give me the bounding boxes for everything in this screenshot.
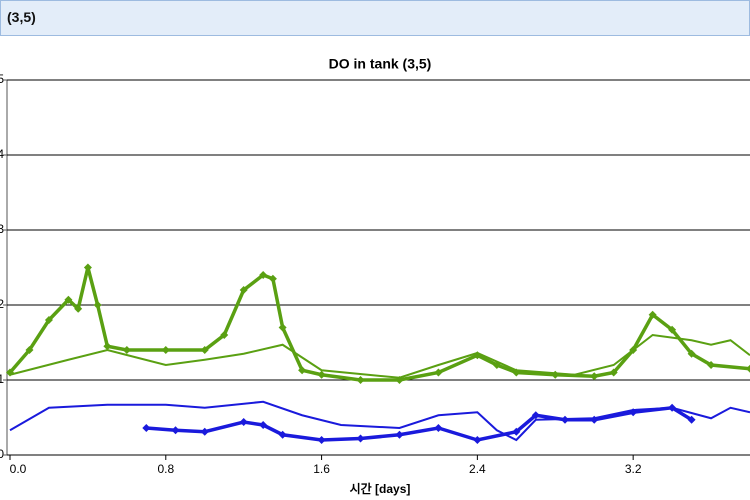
marker xyxy=(259,421,268,429)
series-line xyxy=(9,400,750,442)
marker xyxy=(609,368,618,377)
series-line xyxy=(146,405,693,442)
marker xyxy=(317,370,326,379)
marker xyxy=(512,427,521,436)
marker xyxy=(171,426,180,435)
marker xyxy=(668,325,677,334)
marker xyxy=(629,408,638,417)
marker xyxy=(268,274,277,283)
marker xyxy=(590,372,599,381)
x-tick-label: 3.2 xyxy=(625,462,642,476)
marker xyxy=(122,346,131,354)
marker xyxy=(74,304,83,313)
marker xyxy=(434,368,443,377)
marker xyxy=(648,310,657,319)
marker xyxy=(473,436,482,444)
marker xyxy=(200,427,209,436)
marker xyxy=(161,346,170,354)
x-tick-label: 2.4 xyxy=(469,462,486,476)
window-header: (3,5) xyxy=(0,0,750,36)
marker xyxy=(220,331,229,339)
chart: DO in tank (3,5) 시간 [days] 0 1 2 3 4 5 0.0 0.8 1… xyxy=(0,56,750,496)
marker xyxy=(531,411,540,420)
marker xyxy=(83,263,92,272)
marker xyxy=(142,424,151,432)
marker xyxy=(64,295,73,304)
y-tick-label: 4 xyxy=(0,147,4,161)
marker xyxy=(668,403,677,412)
marker xyxy=(317,436,326,444)
y-tick-label: 2 xyxy=(0,297,4,311)
marker xyxy=(551,370,560,379)
marker xyxy=(239,286,248,294)
series-line xyxy=(9,333,750,379)
series-line xyxy=(8,267,750,382)
marker xyxy=(395,430,404,439)
marker xyxy=(239,418,248,426)
marker xyxy=(44,316,53,324)
marker xyxy=(25,346,34,354)
y-tick-label: 1 xyxy=(0,372,4,386)
marker xyxy=(356,434,365,443)
marker xyxy=(687,349,696,358)
window-title: (3,5) xyxy=(7,9,36,25)
marker xyxy=(687,415,696,424)
marker xyxy=(278,323,287,332)
marker xyxy=(746,364,750,373)
marker xyxy=(93,301,102,309)
marker xyxy=(259,271,268,279)
marker xyxy=(590,415,599,424)
marker xyxy=(298,366,307,375)
x-tick-label: 1.6 xyxy=(313,462,330,476)
marker xyxy=(356,376,365,384)
x-tick-label: 0.0 xyxy=(10,462,27,476)
chart-title: DO in tank (3,5) xyxy=(329,56,432,72)
marker xyxy=(434,424,443,432)
marker xyxy=(103,342,112,351)
y-tick-label: 5 xyxy=(0,72,4,86)
marker xyxy=(707,361,716,369)
marker xyxy=(561,415,569,424)
x-tick-label: 0.8 xyxy=(157,462,174,476)
marker xyxy=(200,346,209,354)
marker xyxy=(278,430,287,439)
y-tick-label: 3 xyxy=(0,222,4,236)
x-axis-label: 시간 [days] xyxy=(350,481,411,496)
y-tick-label: 0 xyxy=(0,447,4,461)
